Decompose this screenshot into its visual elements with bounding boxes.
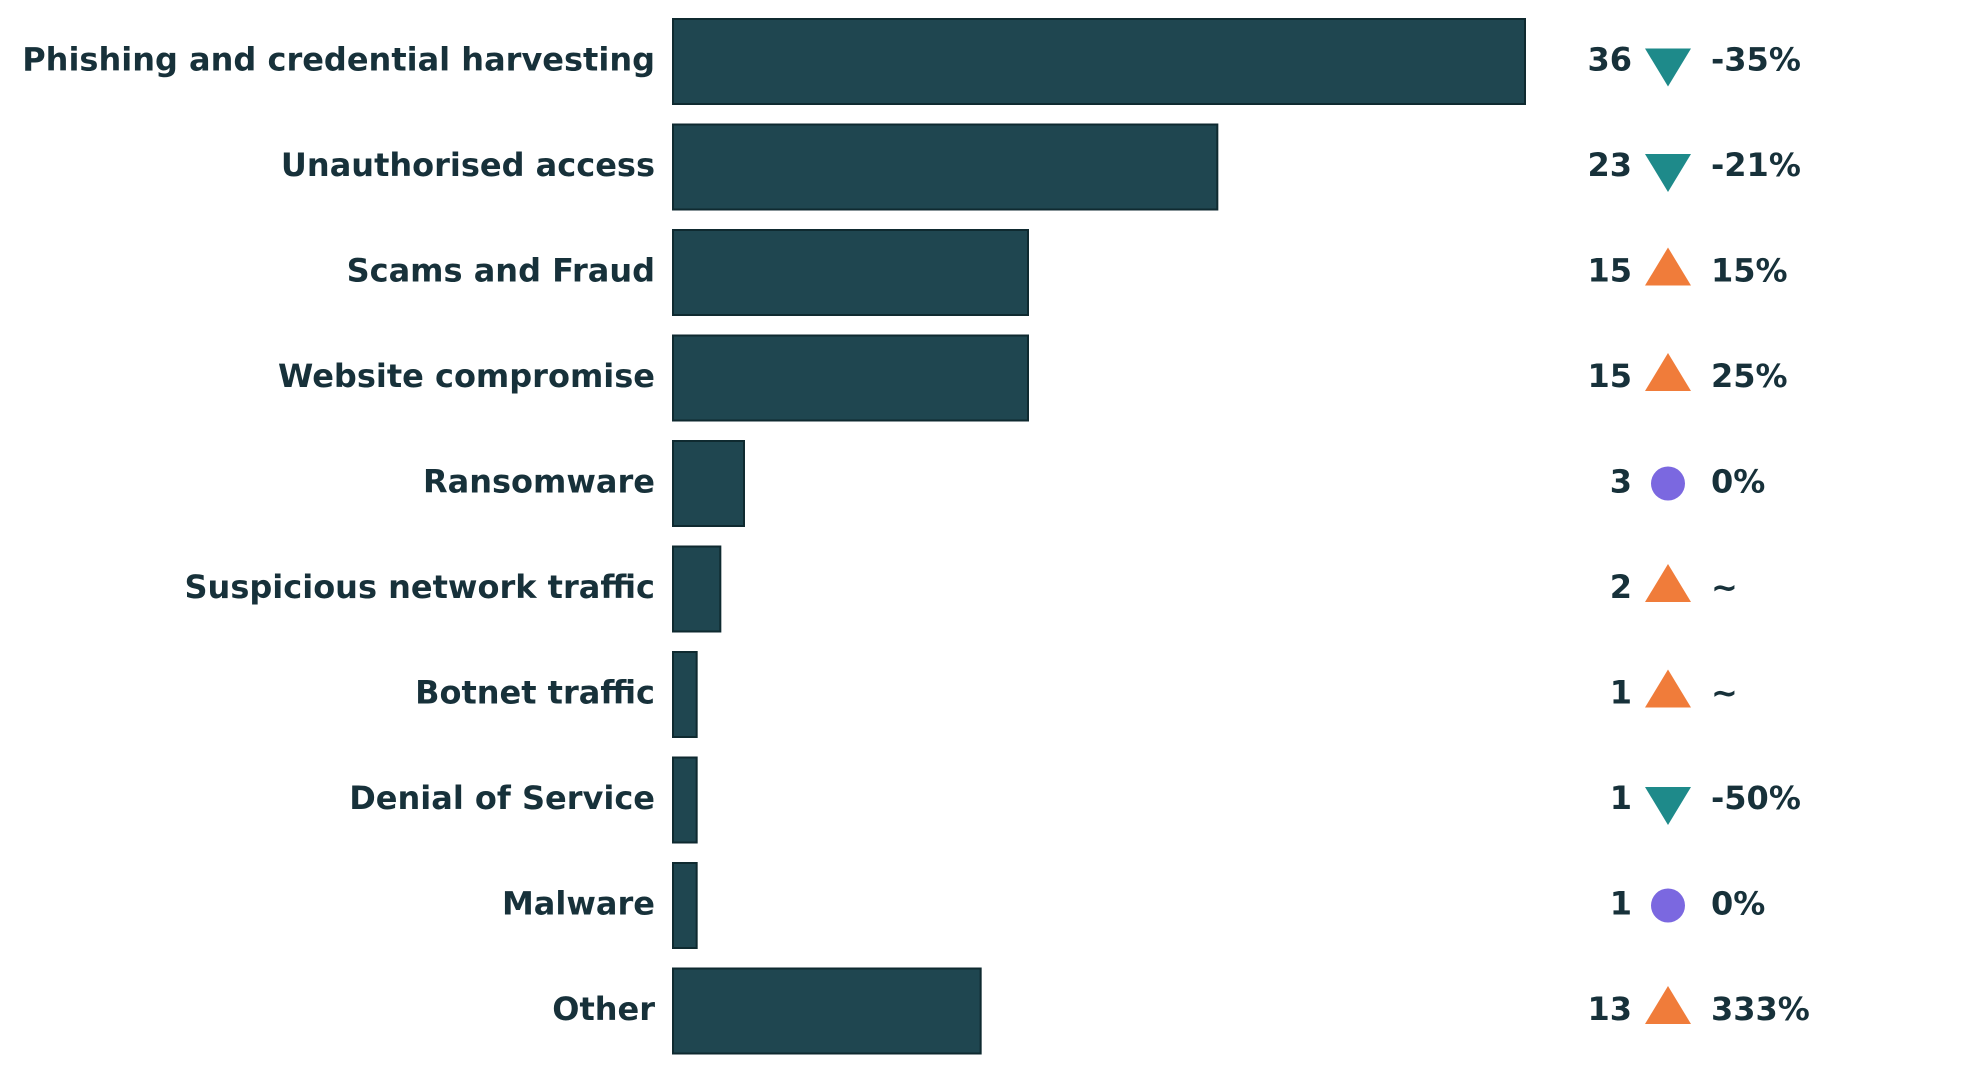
category-label: Website compromise — [278, 357, 655, 395]
value-label: 1 — [1610, 779, 1632, 817]
change-label: 25% — [1711, 357, 1788, 395]
value-label: 2 — [1610, 568, 1632, 606]
change-label: ~ — [1711, 674, 1738, 712]
category-label: Suspicious network traffic — [185, 568, 656, 606]
change-label: 333% — [1711, 990, 1810, 1028]
change-label: -35% — [1711, 41, 1801, 79]
trend-up — [1645, 564, 1691, 602]
value-label: 23 — [1587, 146, 1632, 184]
category-label: Malware — [502, 885, 655, 923]
value-label: 15 — [1587, 357, 1632, 395]
trend-up — [1645, 247, 1691, 286]
category-label: Unauthorised access — [281, 146, 655, 184]
change-label: 15% — [1711, 252, 1788, 290]
change-label: 0% — [1711, 885, 1765, 923]
category-label: Other — [552, 990, 655, 1028]
bar — [672, 440, 745, 527]
category-label: Denial of Service — [349, 779, 655, 817]
trend-flat — [1651, 888, 1685, 923]
value-label: 1 — [1610, 885, 1632, 923]
value-label: 13 — [1587, 990, 1632, 1028]
trend-up — [1645, 353, 1691, 391]
value-label: 36 — [1587, 41, 1632, 79]
change-label: 0% — [1711, 463, 1765, 501]
bar — [672, 545, 722, 633]
category-label: Phishing and credential harvesting — [22, 41, 655, 79]
change-label: ~ — [1711, 568, 1738, 606]
bar — [672, 123, 1219, 211]
category-label: Ransomware — [423, 463, 655, 501]
trend-up — [1645, 986, 1691, 1024]
category-label: Botnet traffic — [415, 674, 655, 712]
bar — [672, 18, 1526, 105]
bar — [672, 651, 698, 738]
bar — [672, 862, 698, 949]
bar — [672, 334, 1029, 422]
value-label: 3 — [1610, 463, 1632, 501]
change-label: -50% — [1711, 779, 1801, 817]
trend-down — [1645, 48, 1691, 87]
trend-up — [1645, 669, 1691, 708]
bar — [672, 756, 698, 844]
value-label: 1 — [1610, 674, 1632, 712]
trend-down — [1645, 154, 1691, 192]
trend-flat — [1651, 466, 1685, 501]
bar — [672, 967, 982, 1055]
change-label: -21% — [1711, 146, 1801, 184]
category-label: Scams and Fraud — [347, 252, 655, 290]
value-label: 15 — [1587, 252, 1632, 290]
bar — [672, 229, 1029, 316]
trend-down — [1645, 787, 1691, 825]
